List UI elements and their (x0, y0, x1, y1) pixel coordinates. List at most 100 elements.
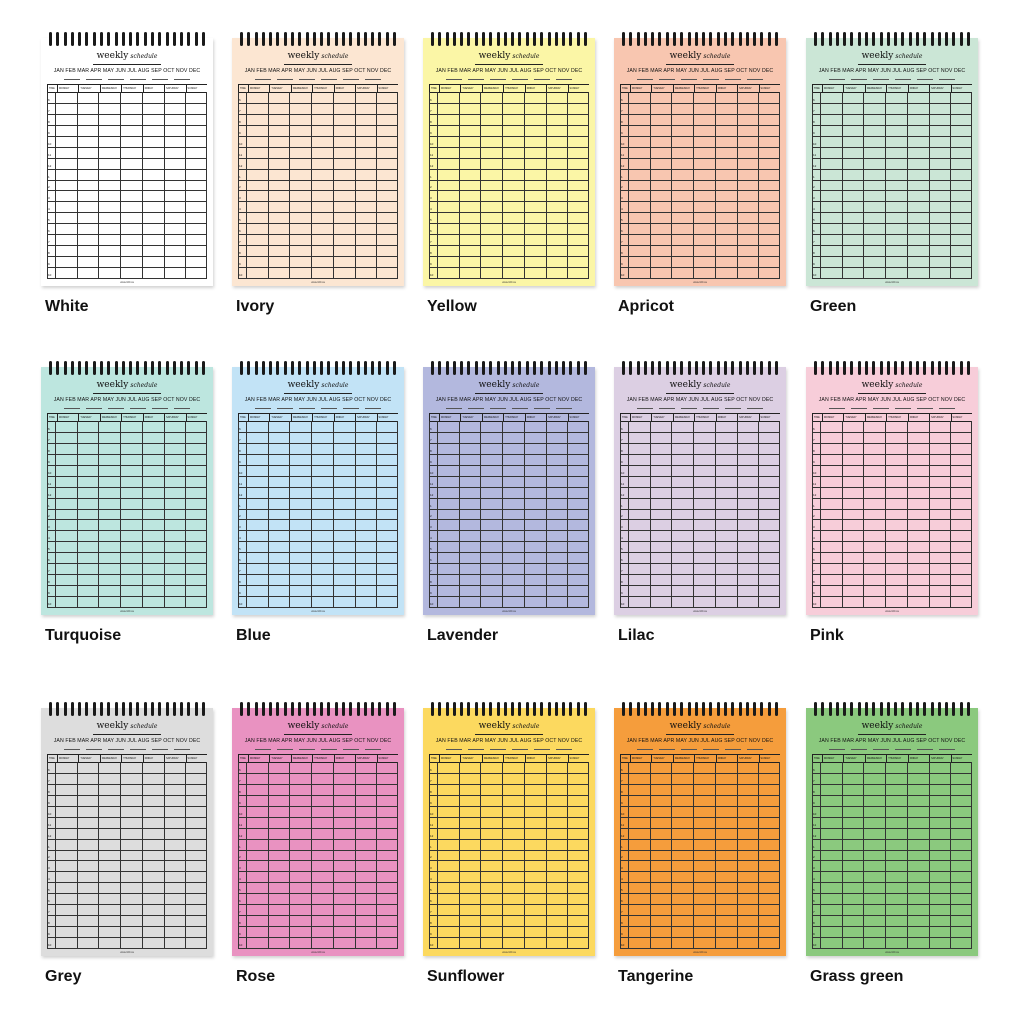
time-row: 7 (812, 563, 972, 576)
column-line (311, 762, 313, 948)
time-label: 7 (430, 108, 432, 113)
spiral-ring (143, 702, 147, 716)
time-row: 6 (620, 893, 780, 906)
date-blanks (634, 408, 766, 409)
column-line (971, 762, 972, 948)
column-line (163, 762, 165, 948)
table-rows: 6 7 8 9 10 11 12 1 2 3 4 5 6 7 8 9 10 (238, 92, 398, 279)
time-row: 5 (429, 882, 589, 895)
spiral-ring (923, 702, 927, 716)
spiral-ring (680, 702, 684, 716)
time-row: 6 (429, 223, 589, 236)
time-row: 7 (429, 432, 589, 444)
time-label: 2 (813, 185, 815, 190)
spiral-ring (687, 32, 691, 46)
time-row: 4 (47, 871, 207, 884)
footer-url: www.100.ca (885, 610, 899, 613)
spiral-ring (445, 361, 449, 375)
time-row: 5 (812, 882, 972, 895)
column-line (812, 92, 813, 278)
spiral-ring (828, 361, 832, 375)
spiral-ring (850, 361, 854, 375)
color-label: Lavender (427, 627, 499, 644)
spiral-ring (511, 361, 515, 375)
date-blank-line (446, 408, 462, 409)
date-blank-line (255, 79, 271, 80)
notepad: weekly schedule JAN FEB MAR APR MAY JUN JU… (423, 361, 595, 615)
column-line (820, 92, 821, 278)
column-line (480, 92, 482, 278)
time-row: 8 (812, 443, 972, 455)
time-row: 9 (238, 454, 398, 466)
title-underline (475, 64, 543, 65)
spiral-ring (481, 32, 485, 46)
header-cell: TIME (238, 755, 248, 762)
time-label: 9 (621, 800, 623, 805)
spiral-ring (753, 361, 757, 375)
notepad: weekly schedule JAN FEB MAR APR MAY JUN JU… (806, 32, 978, 286)
time-label: 2 (239, 855, 241, 860)
time-label: 9 (239, 800, 241, 805)
header-cell: MONDAY (630, 85, 651, 92)
spiral-ring (70, 702, 74, 716)
column-line (397, 421, 398, 607)
time-row: 10 (238, 806, 398, 818)
date-blank-line (299, 749, 315, 750)
header-cell: TUESDAY (460, 755, 481, 762)
spiral-ring (327, 32, 331, 46)
time-label: 10 (239, 601, 243, 606)
time-label: 5 (48, 218, 50, 223)
time-row: 10 (812, 136, 972, 148)
time-row: 3 (812, 519, 972, 532)
color-label: Tangerine (618, 968, 694, 985)
time-row: 2 (238, 180, 398, 192)
spiral-ring (716, 361, 720, 375)
spiral-ring (709, 702, 713, 716)
time-label: 1 (813, 174, 815, 179)
spiral-ring (636, 702, 640, 716)
spiral-ring (392, 361, 396, 375)
time-row: 7 (429, 773, 589, 785)
notepad: weekly schedule JAN FEB MAR APR MAY JUN JU… (232, 32, 404, 286)
time-label: 6 (239, 97, 241, 102)
column-line (354, 762, 356, 948)
time-row: 6 (47, 893, 207, 906)
time-row: 6 (812, 92, 972, 104)
color-label: Grass green (810, 968, 904, 985)
spiral-ring (290, 702, 294, 716)
schedule-table: TIME MONDAY TUESDAY WEDNESDAY THURSDAY FRIDAY… (429, 754, 589, 949)
time-label: 5 (48, 888, 50, 893)
time-label: 9 (430, 800, 432, 805)
date-blanks (634, 749, 766, 750)
time-label: 10 (813, 601, 817, 606)
header-cell: TIME (620, 755, 630, 762)
time-row: 12 (47, 487, 207, 499)
footer-url: www.100.ca (693, 281, 707, 284)
time-row: 10 (620, 465, 780, 477)
date-blank-line (829, 749, 845, 750)
title-word: weekly (287, 721, 320, 731)
spiral-ring (562, 32, 566, 46)
header-cell: SUNDAY (758, 85, 780, 92)
time-label: 9 (430, 591, 432, 596)
table-header: TIME MONDAY TUESDAY WEDNESDAY THURSDAY FRIDAY… (812, 754, 972, 763)
month-row: JAN FEB MAR APR MAY JUN JUL AUG SEP OCT … (626, 68, 774, 74)
time-label: 4 (621, 877, 623, 882)
time-row: 10 (47, 136, 207, 148)
spiral-ring (187, 32, 191, 46)
time-row: 6 (238, 421, 398, 433)
spiral-ring (622, 361, 625, 375)
spiral-ring (959, 361, 963, 375)
date-blank-line (681, 79, 697, 80)
time-row: 5 (47, 541, 207, 554)
spiral-ring (363, 361, 367, 375)
time-row: 12 (238, 487, 398, 499)
time-label: 2 (239, 185, 241, 190)
time-label: 9 (430, 130, 432, 135)
spiral-ring (672, 32, 676, 46)
spiral-ring (269, 361, 273, 375)
time-row: 12 (47, 158, 207, 170)
month-row: JAN FEB MAR APR MAY JUN JUL AUG SEP OCT … (818, 738, 966, 744)
header-cell: TIME (47, 85, 57, 92)
spiral-ring (194, 702, 198, 716)
